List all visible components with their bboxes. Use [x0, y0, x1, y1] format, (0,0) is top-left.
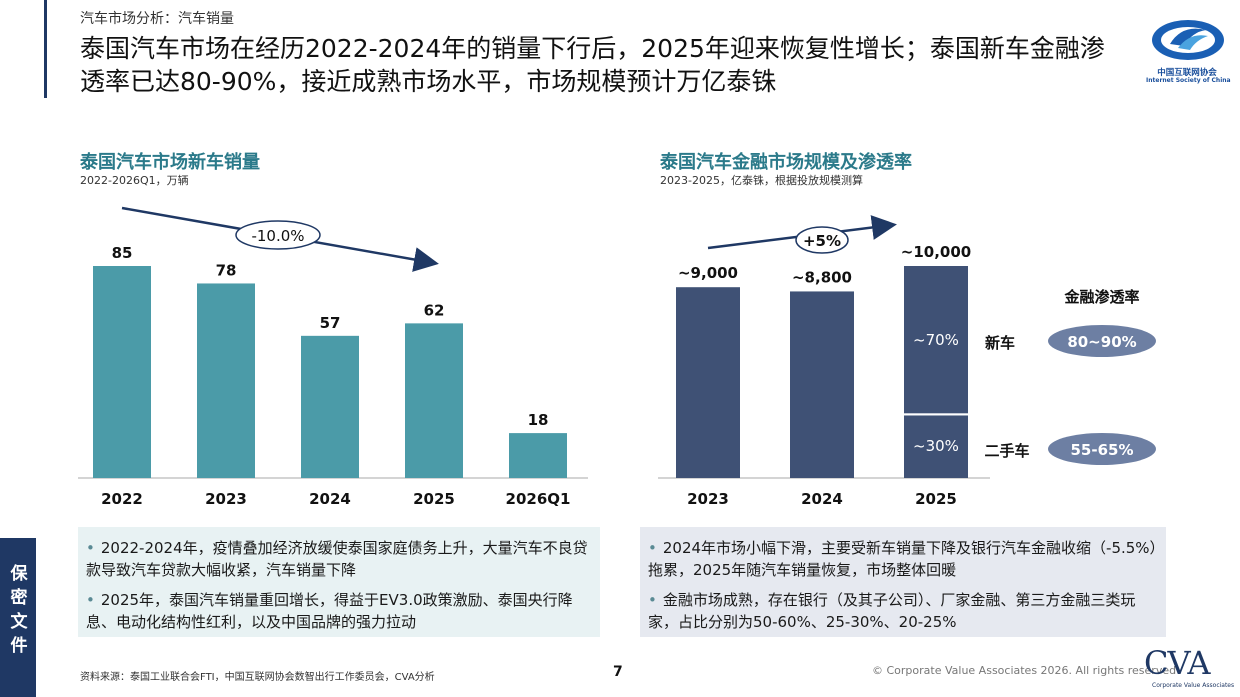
penetration-rate-new: 80~90% [1067, 333, 1136, 351]
left-note-2: • 2025年，泰国汽车销量重回增长，得益于EV3.0政策激励、泰国央行降息、电动… [86, 591, 573, 631]
right-bar [790, 291, 854, 478]
penetration-segment-used: 二手车 [984, 442, 1029, 460]
right-bar [676, 287, 740, 478]
penetration-segment-new: 新车 [985, 334, 1015, 352]
right-trend-pill [795, 226, 849, 254]
left-bar [197, 283, 255, 478]
left-x-tick-label: 2024 [309, 490, 351, 508]
right-chart-title: 泰国汽车金融市场规模及渗透率 [660, 152, 912, 173]
left-bar-value-label: 62 [424, 301, 445, 319]
cva-logo-subtitle: Corporate Value Associates [1152, 682, 1235, 689]
page-headline: 泰国汽车市场在经历2022-2024年的销量下行后，2025年迎来恢复性增长；泰… [80, 34, 1105, 96]
right-x-tick-label: 2025 [915, 490, 957, 508]
left-note-1-text: 2022-2024年，疫情叠加经济放缓使泰国家庭债务上升，大量汽车不良贷款导致汽… [86, 539, 588, 579]
left-bar [93, 266, 151, 478]
page-number: 7 [613, 664, 623, 680]
penetration-rate-used: 55-65% [1070, 441, 1133, 459]
confidential-side-tab-label: 保密文件 [10, 564, 28, 656]
cva-logo: CVA [1144, 644, 1211, 682]
right-note-2-text: 金融市场成熟，存在银行（及其子公司）、厂家金融、第三方金融三类玩家，占比分别为5… [648, 591, 1136, 631]
penetration-pill-used [1048, 433, 1156, 465]
right-note-2: • 金融市场成熟，存在银行（及其子公司）、厂家金融、第三方金融三类玩家，占比分别为… [648, 591, 1136, 631]
left-chart-subtitle: 2022-2026Q1，万辆 [80, 174, 189, 187]
left-trend-label: -10.0% [251, 227, 304, 245]
left-x-tick-label: 2025 [413, 490, 455, 508]
section-label: 汽车市场分析：汽车销量 [80, 11, 234, 27]
left-x-tick-label: 2023 [205, 490, 247, 508]
right-note-1-text: 2024年市场小幅下滑，主要受新车销量下降及银行汽车金融收缩（-5.5%）拖累，… [648, 539, 1158, 579]
left-bar [301, 335, 359, 478]
isc-logo [1148, 16, 1228, 88]
right-x-tick-label: 2024 [801, 490, 843, 508]
right-bar-split-label: ~70% [913, 331, 959, 349]
right-bar-split-label: ~30% [913, 437, 959, 455]
right-trend-label: +5% [803, 232, 841, 250]
source-note: 资料来源：泰国工业联合会FTI，中国互联网协会数智出行工作委员会，CVA分析 [80, 672, 435, 683]
left-note-1: • 2022-2024年，疫情叠加经济放缓使泰国家庭债务上升，大量汽车不良贷款导致… [86, 539, 588, 579]
left-bar-value-label: 18 [528, 411, 549, 429]
right-note-1: • 2024年市场小幅下滑，主要受新车销量下降及银行汽车金融收缩（-5.5%）拖累… [648, 539, 1158, 579]
left-bar [405, 323, 463, 478]
right-notes-box: • 2024年市场小幅下滑，主要受新车销量下降及银行汽车金融收缩（-5.5%）拖累… [640, 527, 1166, 637]
right-bar-value-label: ~8,800 [792, 268, 852, 286]
right-bar-segment [904, 415, 968, 478]
left-notes-box: • 2022-2024年，疫情叠加经济放缓使泰国家庭债务上升，大量汽车不良贷款导致… [78, 527, 600, 637]
isc-logo-name-cn: 中国互联网协会 [1157, 68, 1217, 78]
isc-logo-icon [1152, 20, 1224, 60]
left-bar-value-label: 85 [112, 244, 133, 262]
right-bar-value-label: ~10,000 [901, 243, 971, 261]
header-accent-bar [44, 0, 47, 98]
penetration-pill-new [1048, 325, 1156, 357]
right-bar-segment [904, 266, 968, 414]
left-bar-chart: -10.0% 85 2022 78 2023 57 2024 62 2025 18 2026Q1 [78, 206, 588, 508]
isc-logo-name-en: Internet Society of China [1146, 77, 1231, 84]
right-x-tick-label: 2023 [687, 490, 729, 508]
copyright-text: © Corporate Value Associates 2026. All r… [872, 664, 1177, 677]
confidential-side-tab [0, 538, 36, 697]
left-bar [509, 433, 567, 478]
left-x-tick-label: 2026Q1 [506, 490, 571, 508]
penetration-header: 金融渗透率 [1063, 288, 1139, 306]
right-bar-chart: +5% ~9,000 2023 ~8,800 2024 ~70% ~30% ~10,000 2… [658, 215, 1156, 508]
left-chart-title: 泰国汽车市场新车销量 [80, 152, 260, 173]
left-trend-pill [235, 220, 321, 250]
right-bar-value-label: ~9,000 [678, 264, 738, 282]
left-bar-value-label: 57 [320, 314, 341, 332]
left-bar-value-label: 78 [216, 261, 237, 279]
left-note-2-text: 2025年，泰国汽车销量重回增长，得益于EV3.0政策激励、泰国央行降息、电动化… [86, 591, 573, 631]
right-chart-subtitle: 2023-2025，亿泰铢，根据投放规模测算 [660, 174, 863, 187]
left-x-tick-label: 2022 [101, 490, 143, 508]
